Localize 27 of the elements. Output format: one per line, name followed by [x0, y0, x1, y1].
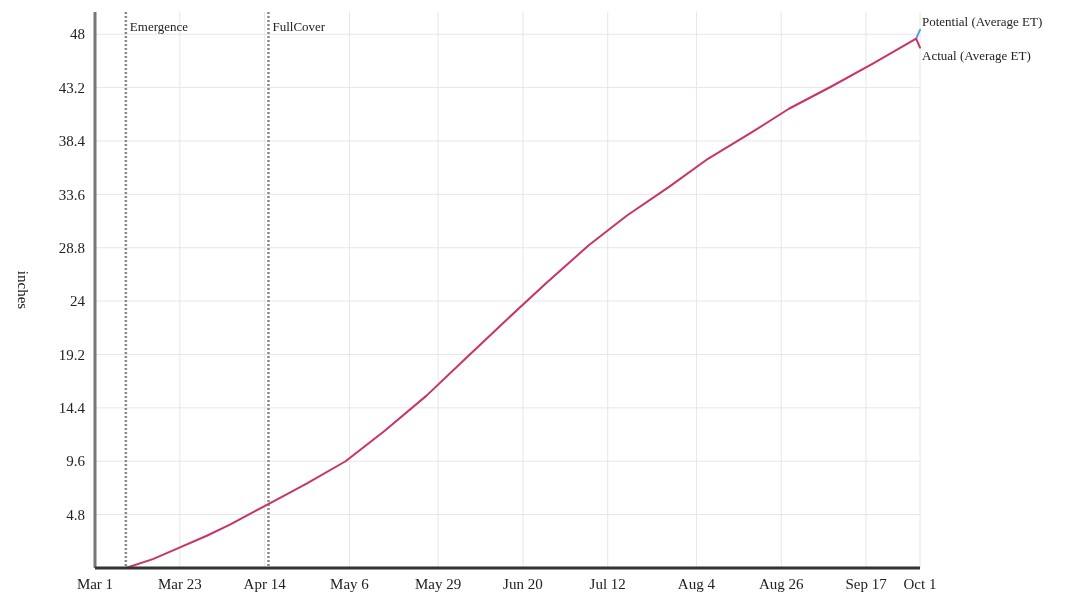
series-label: Actual (Average ET) — [922, 47, 1031, 63]
ref-line-label: Emergence — [129, 19, 189, 34]
line-series — [124, 37, 921, 569]
x-tick-label: Sep 17 — [845, 576, 888, 592]
y-tick-label: 43.2 — [58, 79, 85, 96]
y-tick-label: 48 — [70, 26, 85, 43]
y-tick-label: 24 — [70, 293, 86, 310]
x-tick-label: Jul 12 — [589, 576, 626, 592]
y-tick-label: 14.4 — [58, 400, 86, 417]
x-tick-label: Apr 14 — [243, 576, 287, 592]
x-tick-label: Jun 20 — [503, 576, 543, 592]
x-tick-label: Oct 1 — [903, 576, 937, 592]
x-tick-label: Aug 26 — [758, 576, 804, 592]
x-tick-label: Mar 1 — [76, 576, 114, 592]
x-tick-label: Mar 23 — [157, 576, 202, 592]
x-tick-label: Aug 4 — [677, 576, 716, 592]
y-tick-label: 38.4 — [58, 133, 86, 150]
series-label: Potential (Average ET) — [922, 13, 1043, 29]
y-tick-label: 19.2 — [58, 346, 85, 363]
y-tick-label: 33.6 — [58, 186, 86, 203]
y-tick-label: 4.8 — [66, 506, 85, 523]
x-tick-label: May 6 — [330, 576, 370, 592]
y-tick-label: 9.6 — [66, 453, 86, 470]
y-axis-title: inches — [15, 270, 31, 310]
y-tick-label: 28.8 — [58, 239, 85, 256]
ref-line-label: FullCover — [272, 19, 326, 34]
x-tick-label: May 29 — [414, 576, 462, 592]
